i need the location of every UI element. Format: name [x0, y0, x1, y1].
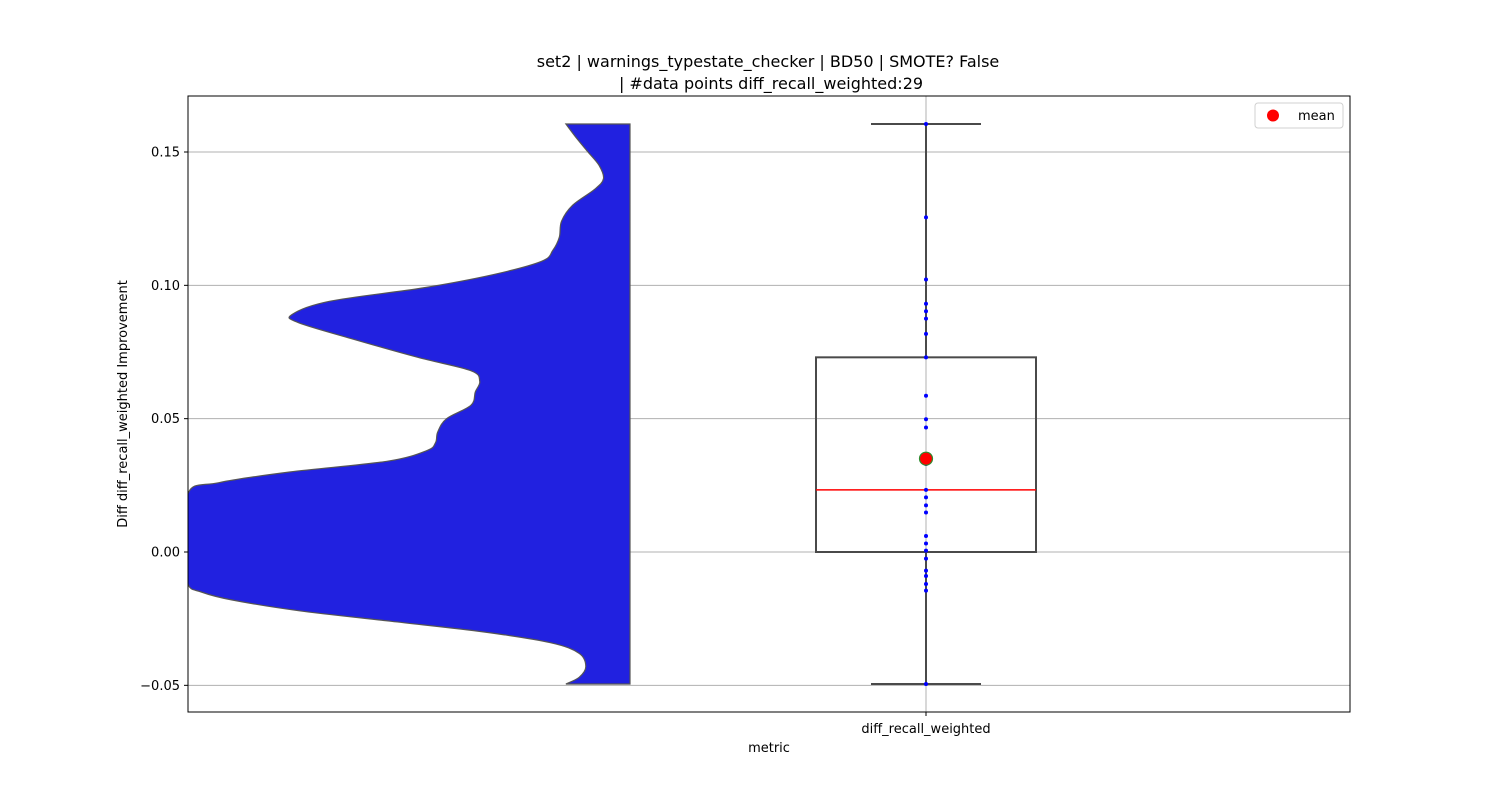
grid-lines — [188, 96, 1350, 712]
x-axis-ticks: diff_recall_weighted — [861, 712, 991, 737]
data-point — [924, 682, 928, 686]
data-point — [924, 122, 928, 126]
legend-mean-marker — [1267, 109, 1279, 122]
y-tick-label: 0.00 — [151, 546, 180, 561]
data-point — [924, 277, 928, 282]
x-tick-label: diff_recall_weighted — [861, 722, 990, 737]
y-tick-label: −0.05 — [140, 679, 180, 694]
data-point — [924, 588, 928, 593]
data-point — [924, 534, 928, 538]
data-point — [924, 574, 928, 578]
y-tick-label: 0.15 — [151, 146, 180, 161]
y-axis-ticks: −0.05 0.00 0.05 0.10 0.15 — [140, 146, 188, 694]
y-tick-label: 0.10 — [151, 279, 180, 294]
violin-shape — [188, 123, 631, 685]
data-point — [924, 215, 928, 220]
data-point — [924, 510, 928, 515]
data-point — [924, 541, 928, 546]
data-point — [924, 331, 928, 336]
data-point — [924, 503, 928, 508]
data-point — [924, 487, 928, 492]
y-tick-label: 0.05 — [151, 412, 180, 427]
data-point — [924, 355, 928, 360]
legend: mean — [1254, 102, 1344, 129]
data-point — [924, 582, 928, 586]
data-point — [924, 425, 928, 430]
data-point — [924, 417, 928, 422]
data-point — [924, 556, 928, 561]
plot-frame — [187, 95, 1351, 713]
data-point — [924, 495, 928, 500]
data-point — [924, 568, 928, 573]
data-point — [924, 548, 928, 553]
violin-plot — [188, 123, 631, 685]
data-point — [924, 309, 928, 314]
x-axis-label: metric — [748, 741, 790, 756]
data-points — [918, 122, 934, 686]
data-point — [924, 393, 928, 398]
legend-box — [1254, 102, 1344, 129]
chart-title-line1: set2 | warnings_typestate_checker | BD50… — [537, 52, 1000, 72]
y-axis-label: Diff diff_recall_weighted Improvement — [116, 280, 131, 528]
data-point — [924, 301, 928, 306]
data-point — [924, 316, 928, 321]
mean-marker — [918, 451, 934, 466]
legend-mean-label: mean — [1298, 109, 1335, 124]
chart-title-line2: | #data points diff_recall_weighted:29 — [619, 74, 923, 94]
